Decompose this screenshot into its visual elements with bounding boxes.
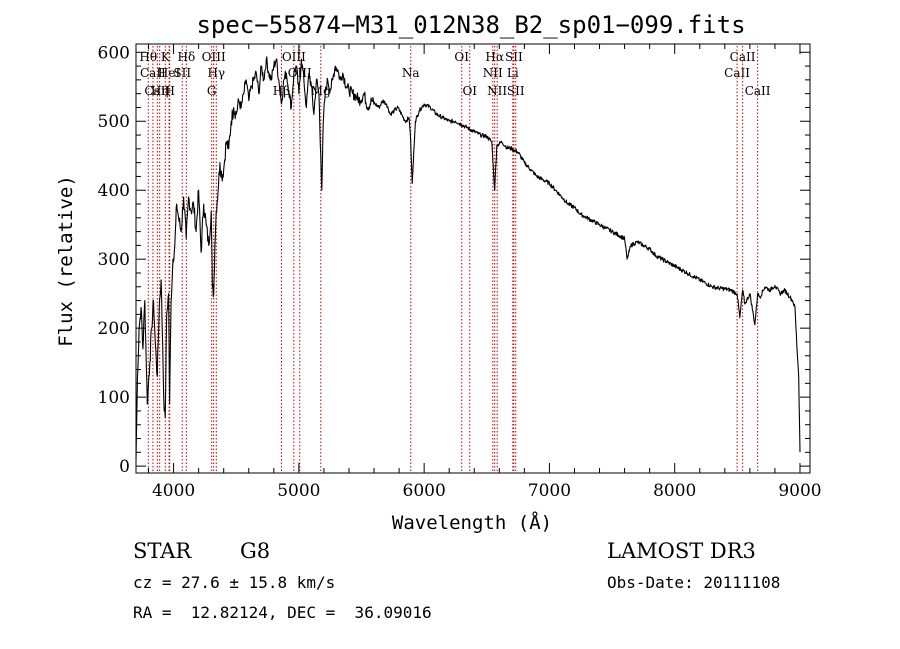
line-label-3934: K xyxy=(161,50,171,64)
line-label-5893: Na xyxy=(402,66,420,80)
line-label-8498: CaII xyxy=(724,66,750,80)
line-label-3835: CaII xyxy=(140,66,166,80)
x-axis-label: Wavelength (Å) xyxy=(392,511,552,534)
x-tick-label: 9000 xyxy=(778,481,821,501)
line-label-6716: SII xyxy=(505,50,523,64)
plot-frame xyxy=(135,43,811,474)
line-label-6300: OI xyxy=(454,50,469,64)
line-label-3889: Hη xyxy=(151,84,169,98)
spectrum-series-0 xyxy=(135,56,801,460)
line-label-4320: OIII xyxy=(202,50,226,64)
line-label-4960: OIII xyxy=(282,50,306,64)
y-tick-label: 400 xyxy=(98,181,130,201)
line-label-6708: Li xyxy=(507,66,519,80)
line-label-4304: G xyxy=(207,84,217,98)
x-tick-label: 8000 xyxy=(653,481,696,501)
series-layer xyxy=(135,56,801,460)
object-subclass: G8 xyxy=(240,539,271,563)
line-label-4341: Hγ xyxy=(207,66,225,80)
x-tick-label: 4000 xyxy=(152,481,195,501)
obs-date: Obs-Date: 20111108 xyxy=(607,573,781,592)
object-class: STAR xyxy=(133,539,192,563)
line-label-3969: H xyxy=(164,84,174,98)
line-label-4861: Hβ xyxy=(273,84,290,98)
line-label-6548: NII xyxy=(483,66,503,80)
line-label-6563: Hα xyxy=(485,50,504,64)
x-tick-label: 6000 xyxy=(403,481,446,501)
y-tick-label: 500 xyxy=(98,112,130,132)
line-label-4069: SII xyxy=(173,66,191,80)
y-tick-label: 0 xyxy=(119,457,130,477)
y-tick-label: 200 xyxy=(98,319,130,339)
line-label-6364: OI xyxy=(462,84,477,98)
survey-label: LAMOST DR3 xyxy=(607,539,756,563)
x-tick-label: 7000 xyxy=(528,481,571,501)
y-tick-label: 600 xyxy=(98,43,130,63)
redshift-text: cz = 27.6 ± 15.8 km/s xyxy=(133,573,336,592)
line-label-6583: NII xyxy=(487,84,507,98)
x-tick-label: 5000 xyxy=(277,481,320,501)
line-label-3964: HeI xyxy=(158,66,181,80)
line-label-4102: Hδ xyxy=(178,50,196,64)
chart-title: spec−55874−M31_012N38_B2_sp01−099.fits xyxy=(196,11,745,39)
y-tick-label: 300 xyxy=(98,250,130,270)
line-label-8662: CaII xyxy=(745,84,771,98)
line-label-8542: CaII xyxy=(730,50,756,64)
y-tick-label: 100 xyxy=(98,388,130,408)
y-axis-label: Flux (relative) xyxy=(55,175,77,347)
axes: 4000 5000 6000 7000 8000 9000 0 100 200 300 400 500… xyxy=(98,43,822,501)
line-label-3870: CaII xyxy=(144,84,170,98)
line-label-6731: SII xyxy=(507,84,525,98)
coordinates-text: RA = 12.82124, DEC = 36.09016 xyxy=(133,603,432,622)
